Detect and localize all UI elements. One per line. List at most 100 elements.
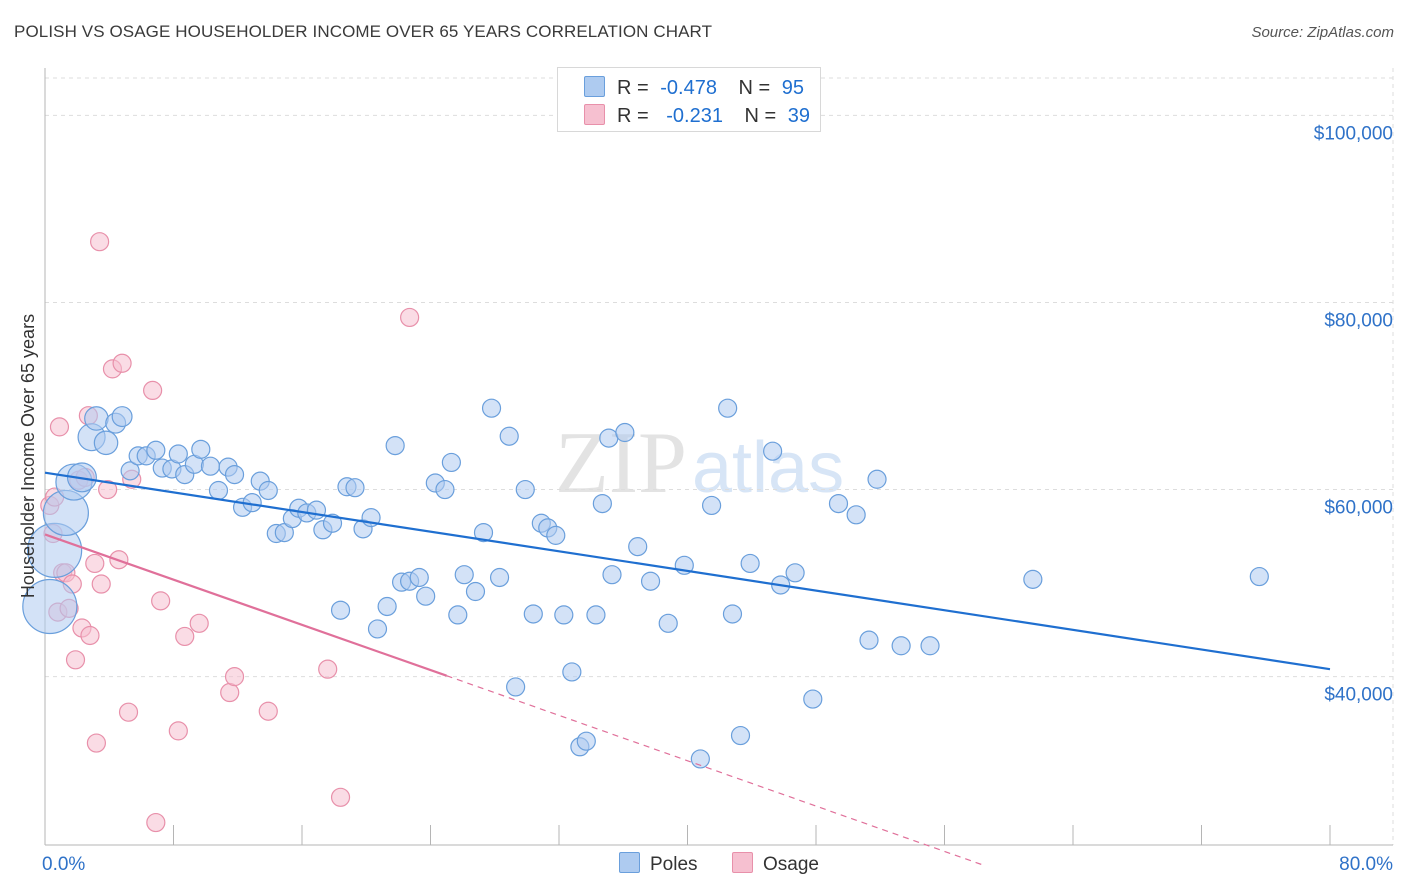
poles-point	[599, 428, 619, 448]
poles-point	[481, 398, 502, 418]
osage-point	[86, 733, 107, 753]
poles-point	[84, 406, 109, 431]
poles-point	[828, 493, 849, 514]
osage-point	[146, 812, 166, 833]
legend-item-osage[interactable]: Osage	[732, 852, 819, 876]
poles-point	[546, 525, 566, 545]
poles-r-label: R =	[617, 77, 649, 99]
poles-point	[523, 604, 543, 624]
poles-point	[740, 553, 760, 574]
osage-point	[224, 667, 245, 687]
osage-point	[330, 787, 351, 807]
poles-point	[200, 456, 221, 476]
trend-lines	[44, 471, 1331, 867]
poles-point	[576, 731, 596, 751]
poles-point	[803, 689, 823, 709]
poles-point	[120, 461, 140, 481]
poles-point	[562, 662, 582, 682]
y-tick-label: $80,000	[1324, 310, 1393, 331]
poles-point	[515, 479, 535, 500]
osage-trend-extension	[446, 675, 985, 867]
poles-point	[306, 500, 327, 520]
poles-point	[146, 440, 166, 460]
poles-point	[763, 441, 783, 461]
osage-n-label: N =	[744, 105, 777, 127]
osage-legend-label: Osage	[763, 854, 819, 875]
poles-point	[1249, 566, 1269, 587]
osage-legend-swatch	[732, 852, 753, 873]
osage-point	[258, 701, 278, 721]
osage-point	[143, 380, 163, 401]
poles-point	[891, 636, 911, 656]
osage-point	[220, 682, 240, 703]
poles-point	[345, 478, 365, 498]
osage-point	[90, 232, 110, 252]
poles-legend-label: Poles	[650, 854, 698, 875]
y-tick-label: $100,000	[1314, 123, 1393, 144]
axes	[44, 68, 1393, 846]
y-tick-label: $60,000	[1324, 498, 1393, 519]
stats-legend: R = -0.478 N = 95 R = -0.231 N = 39	[557, 67, 821, 132]
osage-point	[91, 574, 111, 594]
osage-point	[85, 553, 105, 574]
chart-source: Source: ZipAtlas.com	[1251, 24, 1394, 41]
poles-point	[499, 426, 519, 446]
poles-point	[258, 480, 278, 501]
poles-point	[658, 613, 678, 633]
poles-point	[602, 565, 622, 585]
stats-row-poles: R = -0.478 N = 95	[584, 76, 804, 100]
poles-point	[454, 565, 474, 585]
x-tick-label-min: 0.0%	[42, 854, 85, 875]
osage-point	[168, 721, 188, 741]
poles-n-label: N =	[738, 77, 771, 99]
poles-point	[554, 605, 574, 625]
poles-point	[322, 513, 343, 533]
poles-point	[506, 677, 526, 697]
poles-swatch	[584, 76, 605, 97]
poles-point	[859, 630, 879, 650]
poles-point	[385, 435, 405, 456]
poles-point	[920, 636, 940, 656]
poles-point	[224, 464, 245, 485]
watermark-atlas: atlas	[692, 428, 844, 508]
poles-point	[846, 505, 866, 525]
poles-point	[489, 567, 510, 588]
poles-point	[111, 406, 133, 428]
y-axis-title: Householder Income Over 65 years	[18, 314, 38, 598]
y-tick-label: $40,000	[1324, 685, 1393, 706]
poles-trend-line	[44, 471, 1331, 671]
poles-legend-swatch	[619, 852, 640, 873]
osage-trend-line	[44, 533, 447, 677]
poles-point	[615, 422, 635, 443]
poles-series	[22, 398, 1269, 769]
poles-point	[722, 604, 743, 624]
osage-point	[80, 625, 100, 646]
osage-r-label: R =	[617, 105, 649, 127]
osage-swatch	[584, 104, 605, 125]
osage-point	[112, 353, 132, 373]
poles-n-value: 95	[781, 77, 805, 99]
legend-item-poles[interactable]: Poles	[619, 852, 698, 876]
osage-point	[175, 626, 195, 647]
osage-point	[49, 417, 70, 437]
poles-point	[473, 522, 494, 543]
poles-point	[208, 480, 229, 501]
chart-title: POLISH VS OSAGE HOUSEHOLDER INCOME OVER …	[14, 22, 713, 41]
poles-point	[330, 600, 351, 620]
poles-point	[730, 725, 751, 746]
poles-point	[592, 493, 612, 514]
poles-point	[22, 578, 78, 635]
osage-r-value: -0.231	[666, 105, 723, 127]
poles-point	[168, 444, 188, 464]
poles-point	[465, 581, 486, 602]
osage-point	[118, 702, 139, 722]
poles-point	[867, 469, 887, 489]
poles-point	[409, 567, 429, 588]
osage-point	[318, 659, 338, 679]
axis-labels: $40,000 $60,000 $80,000 $100,000 0.0% 80.0% Ho…	[18, 123, 1393, 875]
osage-point	[98, 479, 118, 500]
poles-point	[367, 619, 388, 639]
poles-r-value: -0.478	[660, 77, 717, 99]
poles-point	[718, 398, 738, 418]
